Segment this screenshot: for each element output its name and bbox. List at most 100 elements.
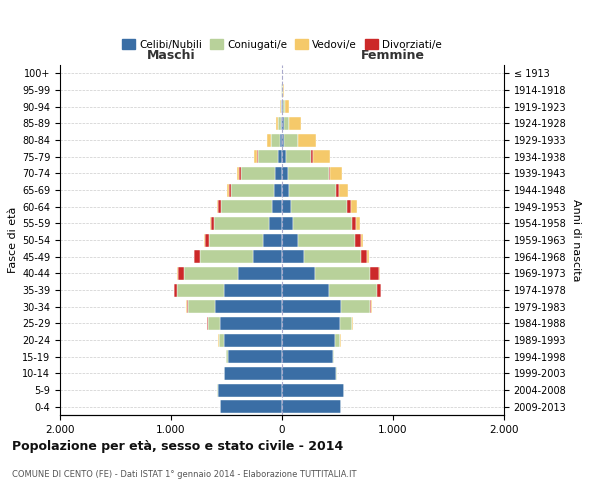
Bar [337,184,339,196]
Bar [218,200,221,213]
Bar [282,350,333,363]
Bar [361,234,363,246]
Bar [282,234,298,246]
Bar [278,150,282,163]
Bar [205,234,209,246]
Bar [377,284,381,296]
Bar [367,250,369,263]
Bar [356,217,360,230]
Bar [291,200,347,213]
Y-axis label: Fasce di età: Fasce di età [8,207,18,273]
Bar [208,317,220,330]
Bar [282,134,284,146]
Bar [220,400,282,413]
Bar [289,117,301,130]
Bar [178,267,184,280]
Bar [283,100,284,113]
Bar [352,200,357,213]
Bar [275,167,282,180]
Bar [282,300,341,313]
Bar [219,334,224,346]
Bar [238,267,282,280]
Y-axis label: Anni di nascita: Anni di nascita [571,198,581,281]
Bar [282,217,293,230]
Bar [287,167,329,180]
Bar [316,267,370,280]
Bar [329,167,330,180]
Bar [224,284,282,296]
Bar [293,217,352,230]
Bar [284,134,298,146]
Bar [227,184,229,196]
Bar [257,150,278,163]
Bar [311,150,313,163]
Bar [241,167,275,180]
Bar [286,150,311,163]
Bar [304,250,361,263]
Bar [224,367,282,380]
Text: Femmine: Femmine [361,48,425,62]
Bar [268,134,271,146]
Bar [253,250,282,263]
Bar [333,350,334,363]
Bar [184,267,238,280]
Bar [284,100,289,113]
Bar [271,134,280,146]
Bar [282,267,316,280]
Bar [176,284,224,296]
Bar [282,184,289,196]
Bar [289,184,337,196]
Bar [220,317,282,330]
Bar [224,334,282,346]
Bar [282,250,304,263]
Bar [339,184,348,196]
Bar [227,350,282,363]
Bar [282,384,344,396]
Text: COMUNE DI CENTO (FE) - Dati ISTAT 1° gennaio 2014 - Elaborazione TUTTITALIA.IT: COMUNE DI CENTO (FE) - Dati ISTAT 1° gen… [12,470,356,479]
Bar [281,117,282,130]
Bar [187,300,188,313]
Bar [217,200,218,213]
Bar [272,200,282,213]
Bar [370,267,379,280]
Bar [313,150,330,163]
Bar [370,300,371,313]
Bar [229,184,231,196]
Bar [282,334,335,346]
Bar [280,134,282,146]
Bar [263,234,282,246]
Text: Maschi: Maschi [146,48,196,62]
Bar [254,150,257,163]
Bar [218,384,282,396]
Bar [329,284,377,296]
Text: Popolazione per età, sesso e stato civile - 2014: Popolazione per età, sesso e stato civil… [12,440,343,453]
Bar [209,234,263,246]
Bar [239,167,241,180]
Bar [188,300,215,313]
Bar [276,117,278,130]
Bar [361,250,367,263]
Bar [355,234,361,246]
Bar [269,217,282,230]
Bar [282,100,283,113]
Bar [231,184,274,196]
Bar [274,184,282,196]
Bar [282,117,284,130]
Bar [282,400,341,413]
Bar [340,317,352,330]
Bar [278,117,281,130]
Bar [282,284,329,296]
Bar [282,200,291,213]
Bar [237,167,239,180]
Bar [284,117,289,130]
Bar [226,350,227,363]
Bar [194,250,200,263]
Bar [352,217,356,230]
Bar [335,334,340,346]
Bar [330,167,343,180]
Bar [282,167,287,180]
Legend: Celibi/Nubili, Coniugati/e, Vedovi/e, Divorziati/e: Celibi/Nubili, Coniugati/e, Vedovi/e, Di… [118,35,446,54]
Bar [282,317,340,330]
Bar [211,217,214,230]
Bar [341,300,370,313]
